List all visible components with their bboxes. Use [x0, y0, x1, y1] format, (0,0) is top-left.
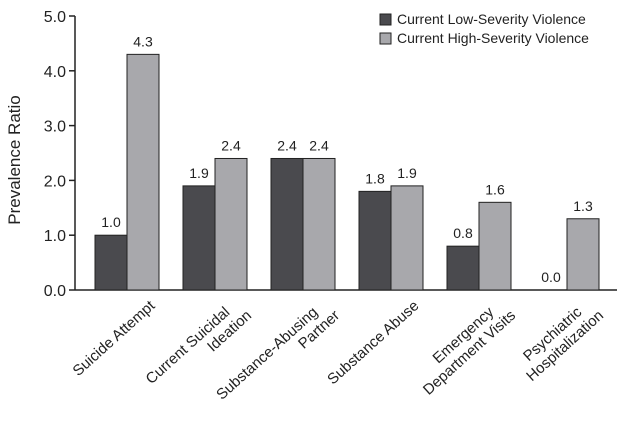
- y-tick-label: 1.0: [44, 228, 66, 245]
- bar-low-4: [446, 245, 480, 291]
- bar-value-label: 2.4: [309, 137, 329, 153]
- x-tick-label-line: Substance Abuse: [324, 297, 422, 388]
- bar-low-0: [94, 234, 128, 291]
- chart-bars: 1.0 4.3 1.9 2.4 2.4 2.4 1.8 1.9 0.8 1.6 0.0 1.3: [94, 33, 600, 291]
- bar-value-label: 0.0: [541, 269, 561, 285]
- legend-swatch: [379, 32, 392, 45]
- bar-value-label: 1.3: [573, 198, 593, 214]
- chart-legend: Current Low-Severity Violence Current Hig…: [379, 11, 589, 46]
- x-tick-label: EmergencyDepartment Visits: [409, 294, 520, 398]
- bar-low-2: [270, 157, 304, 291]
- y-tick-label: 4.0: [44, 64, 66, 81]
- y-tick-label: 3.0: [44, 119, 66, 136]
- y-tick-label: 5.0: [44, 9, 66, 26]
- bar-high-0: [126, 53, 160, 291]
- bar-low-3: [358, 190, 392, 291]
- bar-value-label: 1.8: [365, 170, 385, 186]
- bar-value-label: 0.8: [453, 225, 473, 241]
- x-tick-label: PsychiatricHospitalization: [512, 294, 607, 385]
- x-tick-label: Substance-AbusingPartner: [213, 294, 343, 416]
- bar-value-label: 1.0: [101, 214, 121, 230]
- y-tick-label: 2.0: [44, 173, 66, 190]
- bar-low-1: [182, 185, 216, 291]
- y-axis-title: Prevalence Ratio: [5, 95, 24, 224]
- bar-high-1: [214, 157, 248, 291]
- chart-axes: 0.0 1.0 2.0 3.0 4.0 5.0: [44, 9, 617, 300]
- bar-high-3: [390, 185, 424, 291]
- bar-high-5: [566, 218, 600, 291]
- legend-label: Current High-Severity Violence: [397, 30, 589, 46]
- bar-high-2: [302, 157, 336, 291]
- x-tick-label-line: Suicide Attempt: [70, 297, 159, 380]
- bar-value-label: 1.9: [189, 165, 209, 181]
- bar-value-label: 1.6: [485, 181, 505, 197]
- bar-value-label: 2.4: [221, 137, 241, 153]
- bar-value-label: 2.4: [277, 137, 297, 153]
- y-tick-label: 0.0: [44, 283, 66, 300]
- legend-swatch: [379, 13, 392, 26]
- bar-value-label: 4.3: [133, 33, 153, 49]
- x-tick-label: Suicide Attempt: [70, 297, 159, 380]
- bar-high-4: [478, 201, 512, 291]
- x-tick-label: Substance Abuse: [324, 297, 422, 388]
- bar-value-label: 1.9: [397, 165, 417, 181]
- legend-label: Current Low-Severity Violence: [397, 11, 586, 27]
